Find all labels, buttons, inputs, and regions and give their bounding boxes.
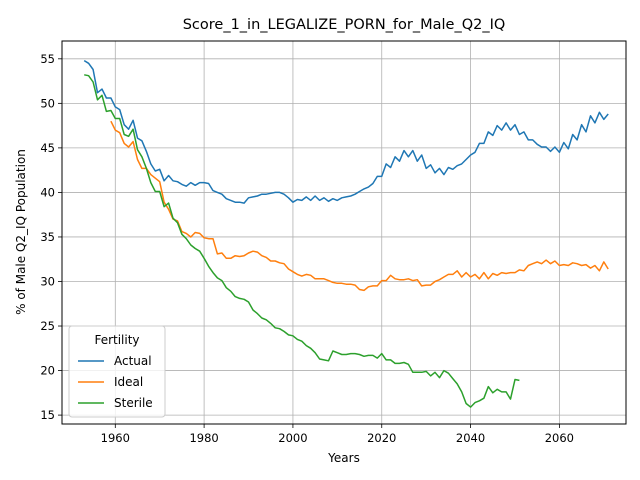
y-tick-label: 35 bbox=[40, 230, 55, 244]
x-tick-label: 2020 bbox=[367, 431, 396, 445]
legend-title: Fertility bbox=[94, 333, 139, 347]
y-tick-label: 15 bbox=[40, 408, 55, 422]
x-tick-label: 2000 bbox=[278, 431, 307, 445]
legend-label-sterile: Sterile bbox=[114, 396, 153, 410]
series-line-sterile bbox=[84, 74, 520, 408]
x-tick-label: 1960 bbox=[101, 431, 130, 445]
y-tick-label: 25 bbox=[40, 319, 55, 333]
legend-box bbox=[68, 325, 166, 418]
y-tick-label: 30 bbox=[40, 274, 55, 288]
y-axis-ticks: 15 20 25 30 35 40 45 50 55 bbox=[40, 52, 62, 422]
legend-items: Actual Ideal Sterile bbox=[78, 354, 153, 410]
y-tick-label: 20 bbox=[40, 364, 55, 378]
chart-title: Score_1_in_LEGALIZE_PORN_for_Male_Q2_IQ bbox=[183, 17, 506, 33]
x-tick-label: 2040 bbox=[456, 431, 485, 445]
y-tick-label: 55 bbox=[40, 52, 55, 66]
series-line-ideal bbox=[110, 120, 609, 292]
x-axis-ticks: 1960 1980 2000 2020 2040 2060 bbox=[101, 424, 574, 445]
y-tick-label: 40 bbox=[40, 185, 55, 199]
x-axis-label: Years bbox=[327, 451, 360, 465]
series-line-actual bbox=[83, 59, 609, 204]
y-axis-label: % of Male Q2_IQ Population bbox=[14, 149, 28, 315]
y-tick-label: 45 bbox=[40, 141, 55, 155]
x-tick-label: 2060 bbox=[545, 431, 574, 445]
legend: Fertility Actual Ideal Sterile bbox=[68, 325, 166, 418]
plot-frame bbox=[61, 40, 627, 425]
x-tick-label: 1980 bbox=[189, 431, 218, 445]
series-lines bbox=[83, 59, 609, 408]
legend-label-ideal: Ideal bbox=[114, 375, 143, 389]
legend-label-actual: Actual bbox=[114, 354, 152, 368]
y-tick-label: 50 bbox=[40, 96, 55, 110]
